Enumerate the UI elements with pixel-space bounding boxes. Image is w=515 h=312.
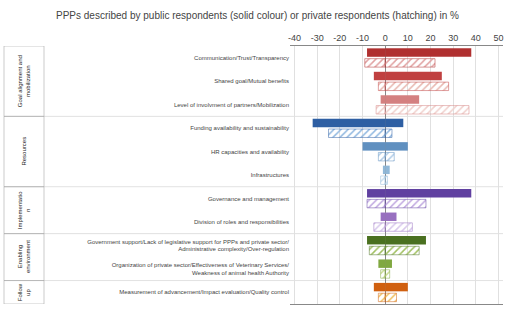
svg-text:Government support/Lack of leg: Government support/Lack of legislative s…	[87, 239, 289, 253]
svg-text:0: 0	[383, 33, 388, 43]
svg-text:Funding availability and susta: Funding availability and sustainability	[190, 125, 289, 131]
svg-text:-30: -30	[311, 33, 324, 43]
svg-text:40: 40	[471, 33, 481, 43]
svg-text:Division of roles and responsi: Division of roles and responsibilities	[194, 219, 289, 225]
svg-text:-40: -40	[288, 33, 301, 43]
svg-text:50: 50	[493, 33, 503, 43]
svg-text:-10: -10	[356, 33, 369, 43]
svg-text:Level of involvment of partner: Level of involvment of partners/Mobiliza…	[174, 102, 289, 108]
svg-text:30: 30	[448, 33, 458, 43]
svg-text:20: 20	[425, 33, 435, 43]
svg-text:Organization of private sector: Organization of private sector/Effective…	[112, 262, 290, 276]
svg-text:Resources: Resources	[21, 137, 27, 166]
svg-text:Governance and management: Governance and management	[208, 196, 289, 202]
svg-text:Enablingenvironment: Enablingenvironment	[17, 240, 31, 273]
svg-text:Followup: Followup	[17, 283, 31, 301]
svg-text:Shared goal/Mutual benefits: Shared goal/Mutual benefits	[214, 78, 289, 84]
svg-text:PPPs described by public respo: PPPs described by public respondents (so…	[56, 10, 459, 21]
svg-text:Communication/Trust/Transparen: Communication/Trust/Transparency	[194, 55, 289, 61]
svg-text:HR capacities and availability: HR capacities and availability	[211, 149, 289, 155]
svg-text:Goal alignment andmobilization: Goal alignment andmobilization	[17, 55, 31, 107]
svg-text:Implementation: Implementation	[17, 191, 31, 229]
svg-text:-20: -20	[333, 33, 346, 43]
svg-text:10: 10	[403, 33, 413, 43]
svg-text:Measurement of advancement/Imp: Measurement of advancement/Impact evalua…	[119, 289, 289, 295]
svg-text:Infrastructures: Infrastructures	[251, 172, 289, 178]
